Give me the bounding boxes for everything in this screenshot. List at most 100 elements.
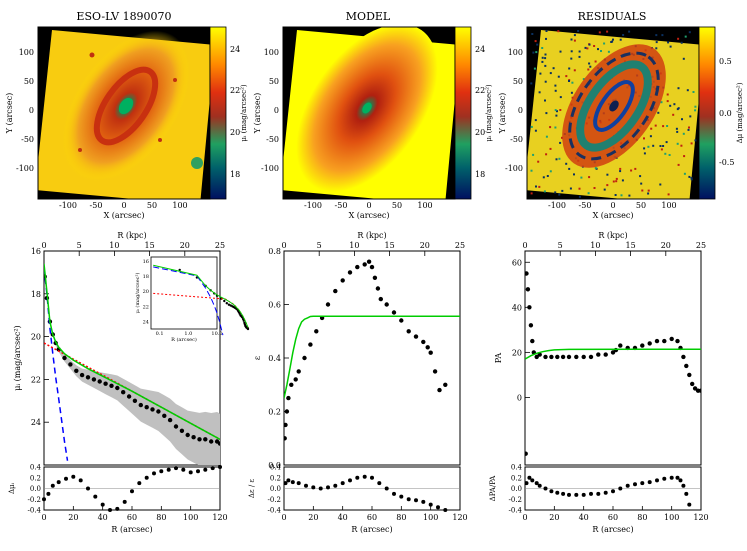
data-point — [150, 407, 155, 412]
colorbar-tick: 18 — [475, 170, 485, 179]
residual-speckle — [555, 114, 558, 117]
residual-speckle — [634, 167, 637, 170]
residual-speckle — [557, 75, 560, 78]
top-xtick: 25 — [215, 241, 225, 250]
residual-speckle — [568, 80, 570, 82]
xtick: 100 — [417, 201, 432, 210]
residual-speckle — [559, 50, 562, 53]
residual-speckle — [666, 93, 669, 96]
residual-speckle — [545, 153, 548, 156]
data-point — [333, 288, 338, 294]
residual-speckle — [545, 112, 548, 115]
foreground-star — [191, 157, 203, 169]
image-xlabel: X (arcsec) — [349, 211, 390, 220]
residual-point — [152, 471, 156, 476]
residual-speckle — [543, 190, 546, 193]
data-point — [425, 345, 430, 350]
residual-speckle — [684, 35, 687, 38]
residual-point — [684, 491, 689, 496]
foreground-star — [89, 52, 95, 58]
residual-speckle — [586, 47, 589, 50]
residual-speckle — [622, 34, 625, 36]
residual-speckle — [530, 169, 533, 172]
residual-speckle — [531, 33, 534, 35]
residual-point — [283, 481, 288, 486]
image-xticks: -100 -50 0 50 100 — [304, 201, 433, 210]
colorbar-tick: 22 — [475, 86, 485, 95]
xtick: 40 — [579, 513, 589, 522]
residual-point — [296, 481, 301, 486]
data-point — [91, 377, 97, 382]
data-point — [581, 354, 586, 360]
residual-speckle — [643, 147, 646, 150]
data-point — [296, 369, 301, 374]
residual-point — [137, 481, 142, 486]
residual-point — [625, 483, 630, 488]
residual-speckle — [544, 99, 546, 102]
residual-speckle — [545, 37, 547, 40]
residual-point — [370, 475, 374, 480]
inset-ytick: 18 — [143, 274, 149, 280]
residual-point — [304, 483, 308, 488]
ytick: -50 — [21, 135, 34, 144]
ytick: 50 — [269, 77, 279, 86]
main-plot-frame — [283, 250, 461, 466]
ytick: -50 — [510, 135, 523, 144]
residual-speckle — [643, 152, 646, 155]
residual-speckle — [615, 177, 618, 180]
residual-point — [611, 489, 615, 494]
residual-point — [561, 491, 566, 496]
xtick: 100 — [661, 201, 676, 210]
main-ylabel: μᵢ (mag/arcsec²) — [13, 325, 22, 390]
image-yticks: 100 50 0 -50 -100 — [16, 48, 34, 173]
residual-speckle — [661, 34, 664, 37]
data-point — [366, 259, 372, 264]
residual-point — [203, 467, 208, 472]
inset-plot: 16 18 20 22 24 0.1 1.0 10.0 R (arcsec) μᵢ (mag/ar… — [134, 256, 250, 343]
residual-point — [414, 498, 418, 503]
residual-speckle — [588, 43, 591, 46]
xtick: 80 — [637, 513, 647, 522]
data-point — [173, 424, 179, 429]
xtick: 0 — [522, 513, 527, 522]
residual-speckle — [647, 189, 650, 192]
ytick: 22 — [31, 375, 41, 384]
residual-speckle — [537, 160, 540, 163]
residual-point — [675, 475, 680, 480]
image-ylabel: Y (arcsec) — [5, 93, 14, 134]
data-point — [85, 375, 91, 380]
residual-point — [678, 478, 683, 483]
colorbar-tick: 22 — [230, 86, 240, 95]
residual-speckle — [659, 183, 662, 186]
residual-speckle — [545, 30, 548, 32]
xtick: 40 — [98, 513, 108, 522]
residual-speckle — [682, 57, 685, 60]
residual-arm — [593, 80, 635, 132]
residual-point — [78, 478, 83, 483]
residual-ytick: -0.2 — [509, 496, 523, 504]
data-point — [156, 409, 161, 414]
residual-speckle — [538, 91, 541, 94]
xlabel: R (arcsec) — [351, 525, 392, 534]
residual-speckle — [541, 56, 544, 59]
residual-speckle — [587, 68, 590, 71]
residual-ytick: 0.4 — [30, 464, 42, 472]
data-point — [203, 437, 208, 442]
residual-point — [362, 474, 367, 479]
residual-ytick: 0.2 — [30, 474, 41, 482]
residual-point — [543, 486, 548, 491]
residual-point — [530, 478, 535, 483]
data-point — [428, 350, 433, 355]
top-xtick: 20 — [180, 241, 190, 250]
ytick: 40 — [512, 303, 522, 312]
residual-speckle — [549, 72, 552, 75]
residual-speckle — [647, 192, 650, 195]
residual-point — [555, 490, 560, 495]
image-xticks: -100 -50 0 50 100 — [59, 201, 188, 210]
inset-ytick: 24 — [143, 319, 149, 325]
residual-speckle — [677, 107, 680, 110]
residual-speckle — [578, 55, 581, 58]
ytick: 0.8 — [268, 247, 281, 256]
residual-speckle — [557, 30, 560, 33]
